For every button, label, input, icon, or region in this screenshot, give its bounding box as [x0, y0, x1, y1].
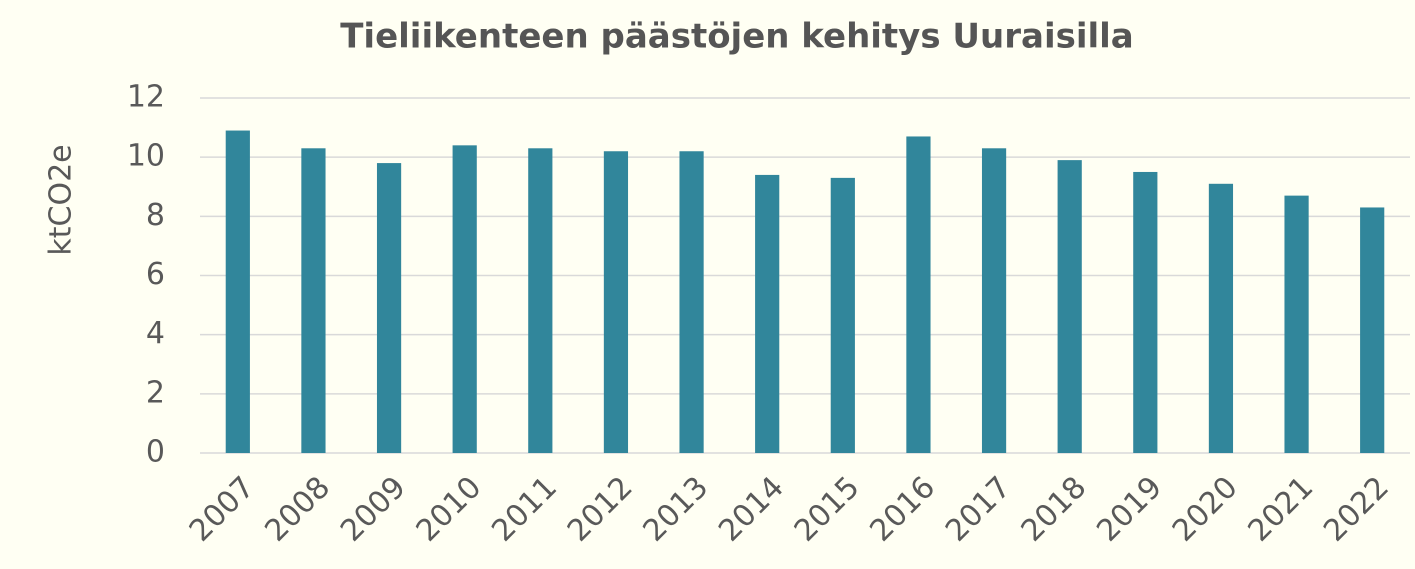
bar — [679, 151, 704, 453]
y-tick-label: 6 — [146, 257, 165, 292]
chart-title: Tieliikenteen päästöjen kehitys Uuraisil… — [340, 17, 1134, 57]
bar — [1133, 171, 1158, 454]
bar — [452, 145, 477, 454]
bar — [225, 130, 250, 453]
y-tick-label: 12 — [127, 80, 165, 115]
bar — [301, 148, 326, 453]
bar — [603, 151, 629, 453]
bar — [755, 174, 780, 453]
bar — [528, 148, 553, 453]
bar — [376, 163, 402, 454]
bar — [1057, 160, 1082, 453]
bar — [1360, 207, 1385, 453]
y-tick-label: 8 — [146, 198, 165, 233]
y-tick-label: 2 — [146, 375, 165, 410]
bar — [906, 136, 931, 454]
y-tick-label: 0 — [146, 435, 165, 470]
bar — [1284, 195, 1309, 453]
bar — [1208, 183, 1234, 453]
bar — [830, 177, 855, 453]
bar — [981, 148, 1007, 453]
y-tick-label: 10 — [127, 139, 165, 174]
y-axis-label: ktCO2e — [44, 144, 79, 255]
y-tick-label: 4 — [146, 316, 165, 351]
